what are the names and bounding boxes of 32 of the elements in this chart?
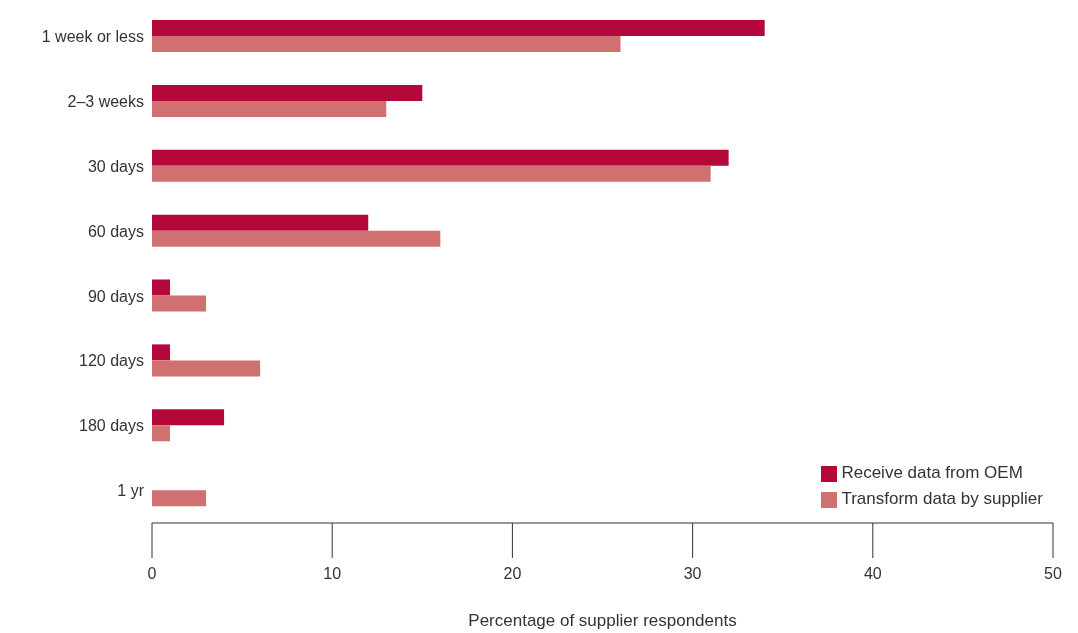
x-axis-title: Percentage of supplier respondents [468,611,737,630]
legend-label: Transform data by supplier [841,489,1043,508]
bar [152,295,207,312]
bar [152,100,387,117]
x-tick-label: 0 [147,565,157,583]
y-tick-label: 1 yr [117,482,145,500]
bar [152,490,207,507]
x-tick-label: 30 [683,565,702,583]
bar [152,20,765,36]
bar [152,84,423,101]
bar [152,344,171,361]
y-tick-label: 2–3 weeks [67,92,144,110]
bar [152,409,225,426]
bar [152,214,369,231]
x-tick-label: 10 [323,565,342,583]
bar [152,165,711,182]
y-tick-label: 1 week or less [41,28,144,46]
bar [152,36,621,52]
bar [152,360,261,377]
y-tick-label: 60 days [87,222,144,240]
bar [152,149,729,166]
y-tick-label: 30 days [87,157,144,175]
bar [152,425,171,442]
x-tick-label: 20 [503,565,522,583]
y-tick-label: 90 days [87,287,144,305]
bar [152,279,171,296]
bar [152,230,441,247]
y-tick-label: 120 days [79,352,144,370]
legend-label: Receive data from OEM [841,463,1023,482]
x-tick-label: 40 [863,565,882,583]
x-tick-label: 50 [1044,565,1062,583]
y-tick-label: 180 days [79,417,144,435]
